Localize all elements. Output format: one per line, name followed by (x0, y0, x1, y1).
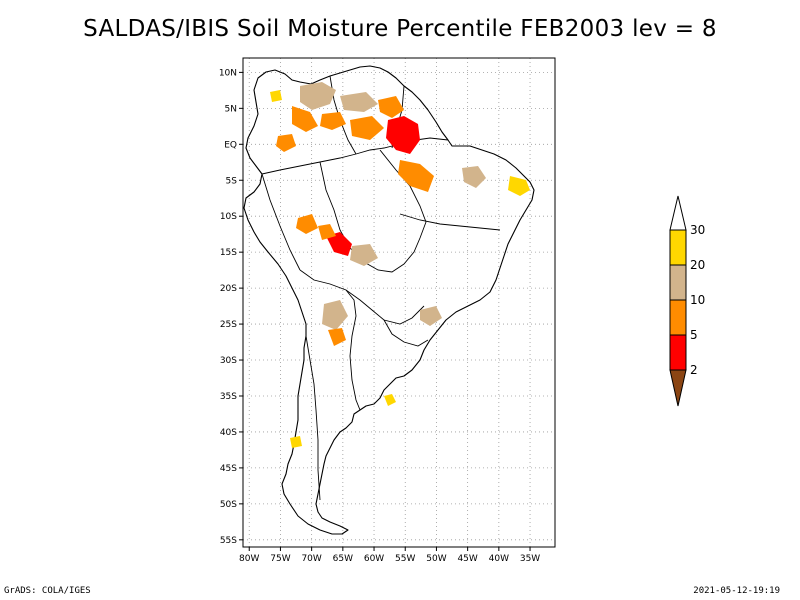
patch-bolivia-orange (318, 224, 336, 240)
lon-tick-label: 75W (270, 554, 290, 564)
patch-coast-orange (276, 134, 296, 152)
lat-tick-label: 15S (220, 248, 237, 258)
patch-southeast-tan (420, 306, 442, 326)
lat-tick-label: 5S (226, 176, 238, 186)
patch-north-orange-2 (320, 112, 346, 130)
lat-tick-label: 20S (220, 284, 237, 294)
lon-tick-label: 40W (489, 554, 509, 564)
lon-tick-label: 70W (301, 554, 321, 564)
lon-tick-label: 80W (239, 554, 259, 564)
lon-tick-label: 45W (457, 554, 477, 564)
latitude-ticks: 10N 5N EQ 5S 10S 15S 20S 25S 30S 35S 40S 45S 50S 55S (219, 68, 243, 546)
patch-north-tan-2 (340, 92, 378, 112)
colorbar-bin-gold (669, 229, 687, 266)
lat-tick-label: 25S (220, 320, 237, 330)
colorbar-label-10: 10 (690, 293, 705, 307)
colorbar-label-2: 2 (690, 363, 698, 377)
patch-north-orange (292, 106, 318, 132)
footer-timestamp: 2021-05-12-19:19 (693, 586, 780, 596)
lat-tick-label: 10S (220, 212, 237, 222)
colorbar: 30 20 10 5 2 (669, 195, 705, 407)
patch-amazon-orange (378, 96, 404, 118)
country-borders (261, 75, 501, 501)
lat-tick-label: 55S (220, 536, 237, 546)
lon-tick-label: 35W (520, 554, 540, 564)
colorbar-label-20: 20 (690, 258, 705, 272)
south-america-coastline (243, 65, 535, 535)
patch-north-orange-3 (350, 116, 384, 140)
lat-tick-label: 50S (220, 500, 237, 510)
patch-chaco-tan (322, 300, 348, 330)
patch-northeast-gold (508, 176, 530, 196)
lat-tick-label: 30S (220, 356, 237, 366)
lon-tick-label: 50W (426, 554, 446, 564)
colorbar-top-arrow (669, 195, 687, 231)
colorbar-bin-red (669, 334, 687, 371)
lon-tick-label: 60W (364, 554, 384, 564)
longitude-ticks: 80W 75W 70W 65W 60W 55W 50W 45W 40W 35W (239, 547, 540, 564)
map-frame (242, 57, 556, 548)
colorbar-bin-orange (669, 299, 687, 336)
patch-bolivia-tan (350, 244, 378, 266)
patch-northeast-tan (462, 166, 486, 188)
lon-tick-label: 65W (333, 554, 353, 564)
lat-tick-label: 45S (220, 464, 237, 474)
lat-tick-label: 5N (225, 104, 237, 114)
patch-south-gold (290, 436, 302, 448)
lon-tick-label: 55W (395, 554, 415, 564)
patch-amazon-orange-2 (398, 160, 434, 192)
patch-chaco-orange (328, 328, 346, 346)
colorbar-label-30: 30 (690, 223, 705, 237)
patch-peru-orange (296, 214, 318, 234)
patch-north-tan (300, 82, 336, 110)
lat-tick-label: 40S (220, 428, 237, 438)
lat-tick-label: EQ (224, 140, 237, 150)
patch-bolivia-red (326, 232, 352, 256)
colorbar-bin-tan (669, 264, 687, 301)
lat-tick-label: 35S (220, 392, 237, 402)
colorbar-bottom-arrow (669, 369, 687, 407)
patch-amazon-red (386, 116, 420, 154)
map-title: SALDAS/IBIS Soil Moisture Percentile FEB… (83, 16, 717, 42)
soil-moisture-patches (270, 82, 530, 448)
patch-speckle-gold (270, 90, 282, 102)
colorbar-label-5: 5 (690, 328, 698, 342)
footer-credit: GrADS: COLA/IGES (4, 586, 91, 596)
patch-pampa-gold (384, 394, 396, 406)
lat-tick-label: 10N (219, 68, 237, 78)
